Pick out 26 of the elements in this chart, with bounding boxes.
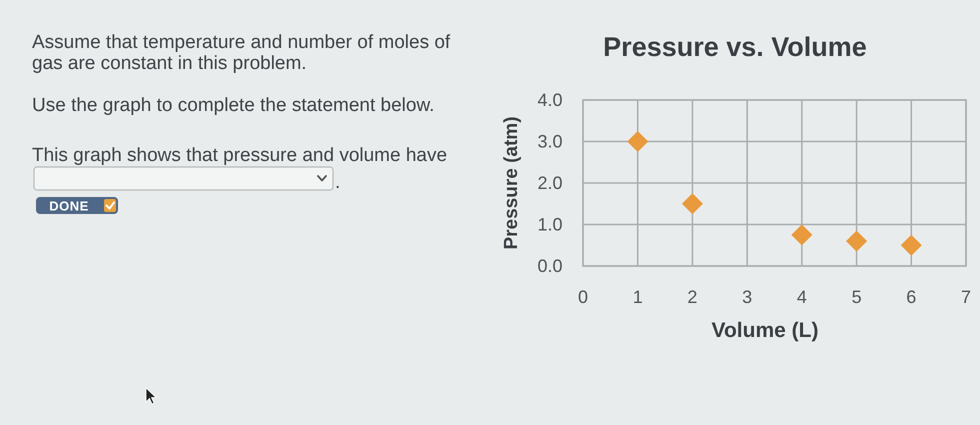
y-tick-label: 0.0 (537, 256, 563, 276)
point (791, 224, 812, 246)
point (682, 193, 703, 214)
y-tick-label: 2.0 (537, 173, 563, 193)
y-tick-label: 1.0 (537, 214, 563, 234)
x-tick-label: 4 (796, 287, 807, 307)
y-axis-title: Pressure (atm) (501, 116, 522, 250)
chart-title: Pressure vs. Volume (603, 32, 867, 62)
text: This graph shows that pressure and volume have (32, 145, 448, 166)
text: Use the graph to complete the statement below. (32, 95, 434, 116)
text: . (335, 172, 340, 193)
x-tick-label: 1 (632, 287, 643, 307)
x-tick-label: 5 (852, 287, 862, 307)
point (627, 131, 648, 152)
point (846, 230, 868, 252)
done-button: DONE (36, 197, 118, 214)
x-tick-label: 0 (578, 287, 588, 307)
point (900, 234, 922, 256)
x-tick-label: 7 (960, 287, 972, 307)
x-axis-title: Volume (L) (712, 319, 818, 342)
x-tick-label: 2 (687, 287, 698, 307)
y-tick-label: 3.0 (537, 132, 563, 152)
y-tick-label: 4.0 (537, 90, 563, 110)
text: Assume that temperature and number of moles of gas are constant in this problem. (32, 32, 451, 74)
x-tick-label: 6 (906, 287, 916, 307)
x-tick-label: 3 (742, 287, 752, 307)
